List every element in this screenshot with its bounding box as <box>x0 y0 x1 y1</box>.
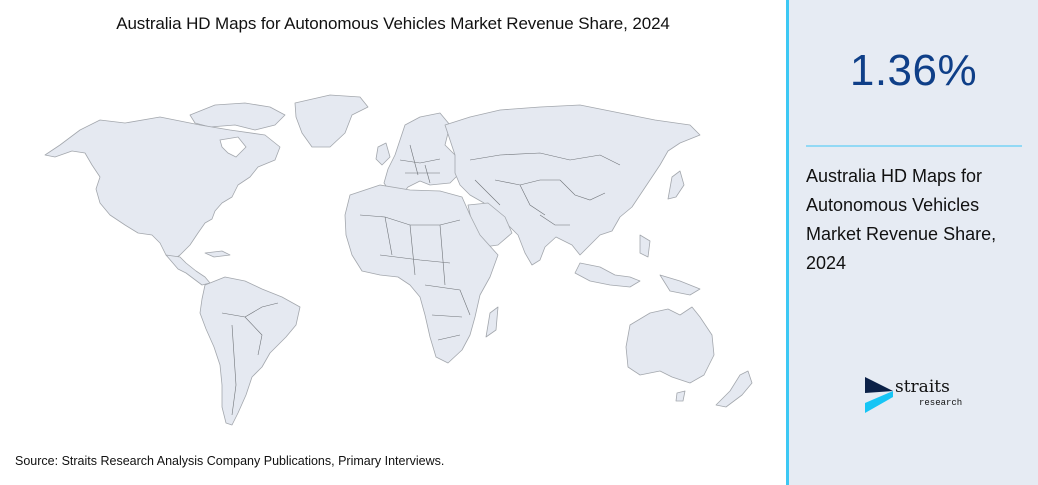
world-map <box>0 85 786 435</box>
share-description: Australia HD Maps for Autonomous Vehicle… <box>806 166 997 273</box>
japan <box>667 170 685 200</box>
logo-arrow-icon <box>865 377 893 413</box>
source-label: Source: <box>15 454 59 468</box>
africa <box>344 184 499 364</box>
australia <box>625 306 715 384</box>
greenland <box>294 94 369 148</box>
north-america <box>44 116 281 262</box>
source-text: Straits Research Analysis Company Public… <box>58 454 445 468</box>
philippines <box>639 234 651 258</box>
indonesia <box>574 262 641 288</box>
stat-panel: 1.36% Australia HD Maps for Autonomous V… <box>786 0 1038 485</box>
source-note: Source: Straits Research Analysis Compan… <box>15 454 444 468</box>
new-zealand <box>715 370 753 408</box>
tasmania <box>675 390 686 402</box>
central-america <box>165 254 211 286</box>
madagascar <box>485 306 499 338</box>
share-value: 1.36% <box>849 46 978 95</box>
divider <box>806 145 1022 147</box>
logo-tagline: research <box>919 398 963 408</box>
south-america <box>199 276 301 426</box>
chart-title: Australia HD Maps for Autonomous Vehicle… <box>116 14 670 33</box>
uk <box>375 142 391 166</box>
new-guinea <box>659 274 701 296</box>
straits-research-logo: straits research <box>863 375 973 420</box>
logo-name: straits <box>895 377 950 397</box>
